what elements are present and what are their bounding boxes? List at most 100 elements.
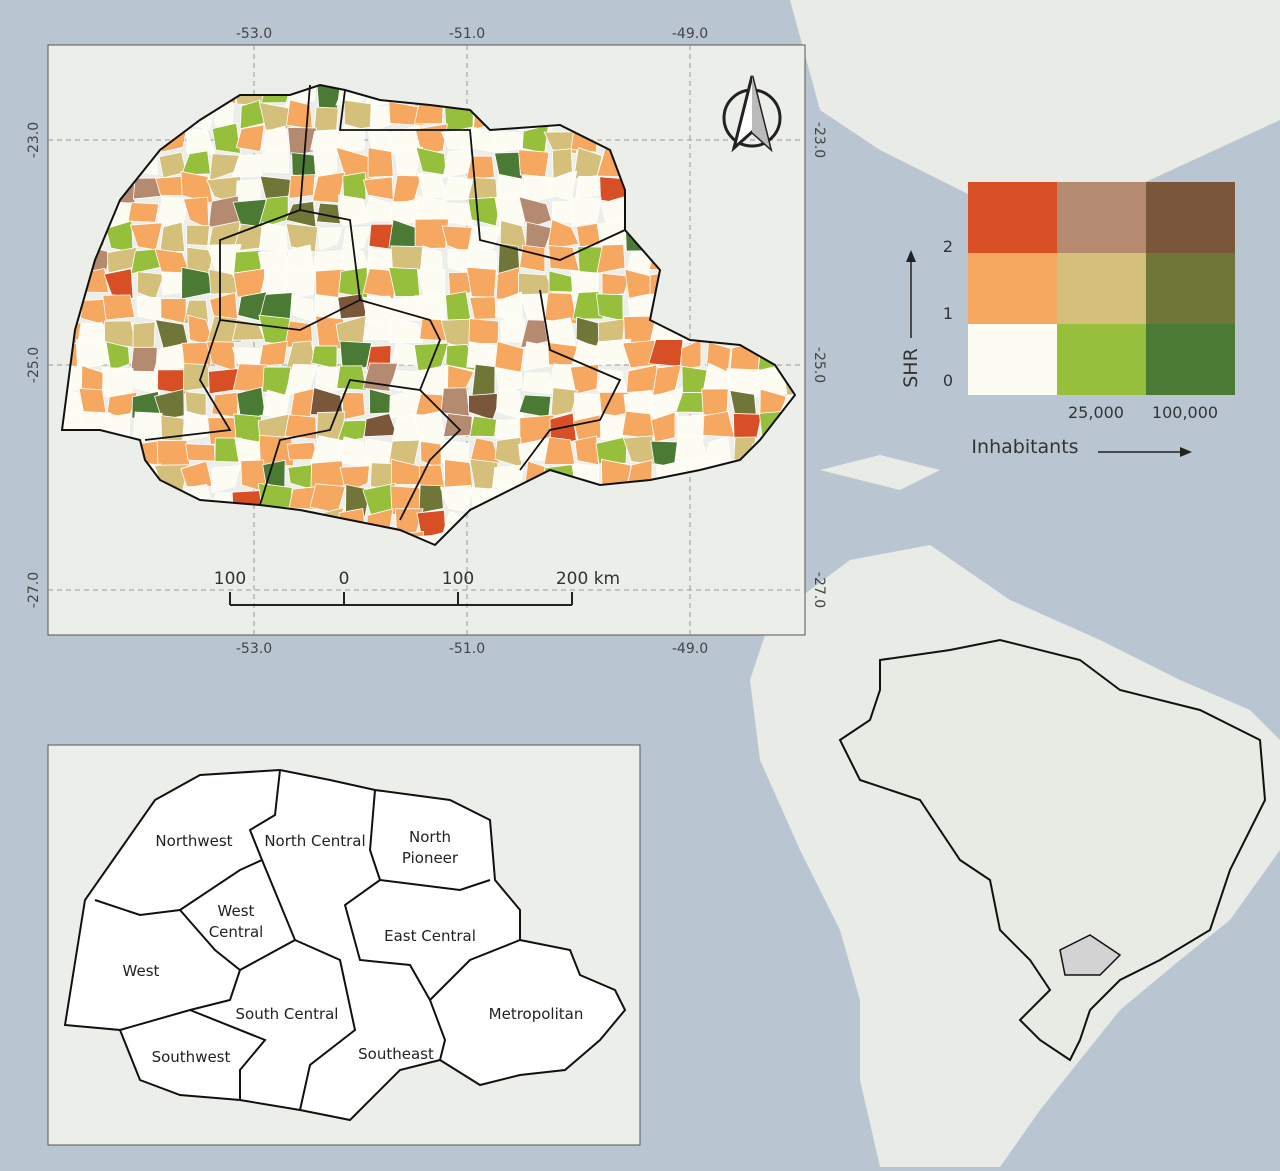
municipality [543, 436, 576, 465]
municipality [235, 124, 265, 152]
municipality [651, 387, 683, 419]
lon-label: -49.0 [672, 26, 708, 42]
region-label: East Central [384, 927, 476, 945]
municipality [596, 338, 632, 366]
municipality [313, 147, 338, 179]
municipality [627, 251, 650, 276]
municipality [493, 130, 524, 153]
municipality [363, 295, 391, 324]
municipality [622, 435, 659, 466]
region-label: Metropolitan [489, 1005, 584, 1023]
municipality [469, 296, 497, 320]
municipality [336, 365, 367, 391]
municipality [680, 338, 702, 370]
municipality [733, 413, 763, 444]
municipality [133, 370, 161, 395]
lat-label: -23.0 [26, 122, 42, 158]
municipality [362, 268, 399, 300]
municipality [161, 271, 183, 296]
municipality [596, 243, 626, 274]
legend-x-label: 100,000 [1152, 403, 1218, 422]
municipality [132, 321, 156, 349]
municipality [414, 123, 448, 155]
municipality [156, 195, 190, 228]
municipality [284, 414, 317, 440]
municipality [550, 387, 579, 418]
scale-label: 100 [214, 569, 246, 589]
municipality [339, 340, 373, 373]
municipality [127, 202, 160, 223]
municipality [206, 315, 242, 345]
municipality [159, 221, 186, 252]
legend-cell [1057, 182, 1146, 253]
municipality [185, 443, 216, 462]
municipality [312, 171, 346, 204]
legend-x-label: 25,000 [1068, 403, 1124, 422]
legend-cell [968, 253, 1057, 324]
parana-locator [1059, 934, 1122, 976]
municipality [313, 106, 339, 132]
legend-y-label: 0 [943, 371, 953, 390]
municipality [370, 105, 391, 134]
lon-label: -49.0 [672, 641, 708, 657]
border [119, 969, 241, 1031]
municipality [595, 436, 628, 465]
regions-outline [63, 768, 627, 1122]
municipality [155, 175, 186, 197]
municipality [102, 294, 136, 321]
region-label: Central [209, 923, 264, 941]
municipality [414, 410, 446, 445]
legend-y-title: SHR [900, 348, 922, 388]
municipality [341, 392, 366, 421]
municipality [494, 196, 525, 228]
municipality [551, 148, 573, 179]
municipality [291, 296, 314, 322]
region-label: Northwest [155, 832, 232, 850]
border [294, 939, 357, 1111]
municipality [518, 196, 553, 230]
municipality [391, 175, 422, 206]
municipality [211, 465, 242, 494]
legend-x-title: Inhabitants [971, 436, 1078, 458]
municipality [130, 346, 158, 373]
municipality [465, 155, 495, 181]
municipality [523, 174, 554, 204]
municipality [101, 367, 134, 397]
border [189, 1009, 267, 1100]
region-label: North [409, 828, 451, 846]
region-label: West [123, 962, 160, 980]
scale-label: 100 [442, 569, 474, 589]
municipality [543, 131, 578, 155]
municipality [211, 122, 242, 154]
municipality [291, 152, 319, 179]
lon-label: -53.0 [236, 26, 272, 42]
municipality [105, 341, 131, 372]
municipality [342, 171, 367, 201]
municipality [549, 170, 578, 202]
land-north [790, 0, 1280, 230]
arrow-head [906, 250, 916, 262]
municipality [314, 366, 343, 396]
border [259, 379, 421, 506]
north-arrow [722, 75, 782, 153]
municipality [362, 362, 399, 392]
municipality [153, 388, 185, 421]
municipality [182, 362, 213, 392]
legend-y-label: 1 [943, 304, 953, 323]
municipality [519, 244, 546, 273]
legend-cell [1057, 324, 1146, 395]
municipality [315, 202, 341, 225]
region-borders [144, 84, 626, 521]
legend-y-label: 2 [943, 237, 953, 256]
municipality [343, 99, 372, 132]
lat-label: -23.0 [811, 122, 827, 158]
municipality [468, 318, 499, 345]
region-label: North Central [264, 832, 365, 850]
municipality [521, 372, 551, 395]
municipality [621, 410, 655, 440]
legend-cell [1146, 182, 1235, 253]
municipality [569, 363, 600, 395]
municipality [186, 224, 210, 246]
municipality [467, 245, 498, 269]
border [519, 289, 622, 471]
